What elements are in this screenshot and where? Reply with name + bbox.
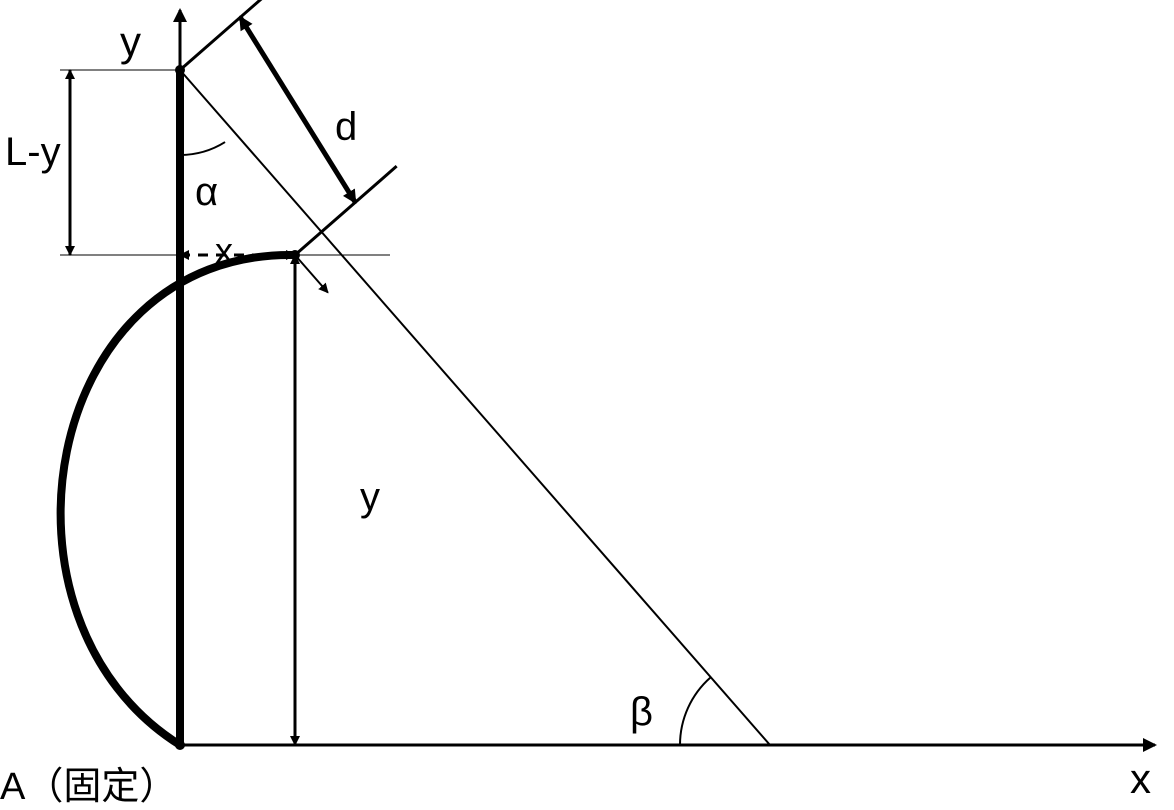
label-x-dim: x xyxy=(215,230,233,272)
label-alpha: α xyxy=(195,170,218,215)
label-d: d xyxy=(335,105,357,150)
label-y-dim: y xyxy=(360,475,380,520)
geometry-diagram xyxy=(0,0,1174,808)
label-beta: β xyxy=(630,690,653,735)
label-x-axis: x xyxy=(1130,755,1151,803)
label-L-minus-y: L-y xyxy=(5,130,61,175)
label-y-axis: y xyxy=(120,18,141,66)
label-A-fixed: A（固定） xyxy=(0,755,177,810)
